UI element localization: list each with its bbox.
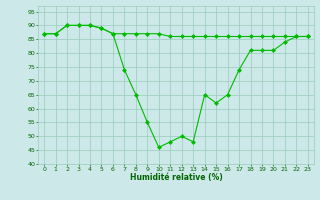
X-axis label: Humidité relative (%): Humidité relative (%) xyxy=(130,173,222,182)
